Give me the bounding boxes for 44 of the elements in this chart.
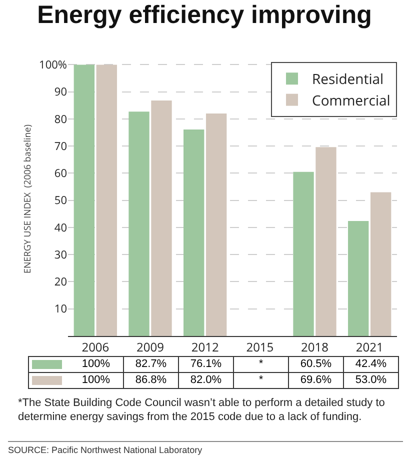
y-tick-label: 30	[54, 247, 67, 262]
data-label: 76.1%	[179, 358, 233, 371]
data-label: 69.6%	[289, 374, 343, 387]
x-tick-label: 2018	[301, 338, 329, 356]
y-tick-label: 20	[54, 274, 67, 290]
x-tick-label: 2012	[191, 338, 219, 356]
data-label: 82.7%	[124, 358, 178, 371]
bar	[316, 147, 336, 336]
bar	[184, 130, 204, 336]
data-label: 82.0%	[179, 374, 233, 387]
text: *	[258, 374, 264, 386]
text: *	[258, 358, 264, 370]
x-tick-label: 2009	[136, 338, 164, 356]
bar	[348, 220, 369, 336]
source-note: SOURCE: Pacific Northwest National Laboratory	[8, 441, 403, 456]
data-label: 53.0%	[344, 374, 398, 387]
bar	[96, 64, 117, 336]
y-tick-label: 90	[54, 84, 67, 100]
y-tick-label: 100%	[39, 58, 67, 73]
y-tick-label: 80	[54, 112, 67, 127]
y-tick-label: 50	[54, 193, 67, 208]
data-label: 100%	[80, 374, 112, 387]
chart-title: Energy efficiency improving	[37, 0, 372, 29]
y-tick-label: 10	[54, 302, 67, 317]
x-tick-label: 2006	[82, 338, 110, 356]
bar	[128, 112, 150, 336]
y-tick-label: 60	[54, 166, 67, 182]
legend-label: Residential	[312, 70, 384, 90]
data-label: 86.8%	[124, 374, 178, 387]
y-tick-label: 40	[54, 220, 67, 236]
x-tick-label: 2021	[356, 338, 384, 356]
bar	[370, 192, 392, 336]
data-label: 100%	[80, 358, 112, 371]
bar	[293, 172, 314, 336]
data-label: 42.4%	[344, 358, 398, 371]
bar	[206, 114, 227, 336]
text: *The State Building Code Council wasn’t able to perform a detailed study to determine energy savings from the 2015 code due to a lack of funding.	[18, 396, 386, 424]
x-tick-label: 2015	[246, 338, 274, 356]
data-label: 60.5%	[289, 358, 343, 371]
bar	[151, 100, 172, 336]
y-tick-label: 70	[54, 138, 67, 154]
bar	[74, 64, 95, 336]
y-axis-title: ENERGY USE INDEX (2006 baseline)	[20, 124, 34, 274]
legend-label: Commercial	[312, 91, 390, 110]
